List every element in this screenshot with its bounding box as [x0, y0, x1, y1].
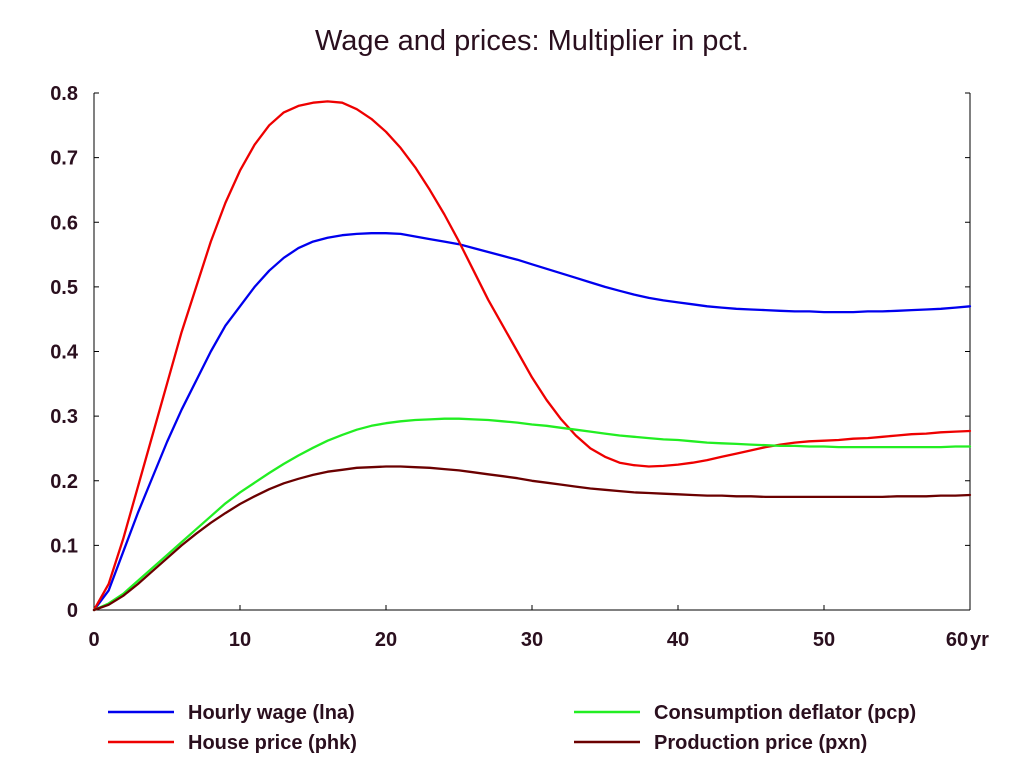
x-tick-label: 20 [375, 629, 397, 651]
x-tick-label: 50 [813, 629, 835, 651]
series-line-2 [92, 100, 972, 612]
series-line-3 [92, 417, 972, 612]
y-tick-label: 0.8 [50, 83, 78, 105]
legend-item: House price (phk) [108, 732, 357, 754]
legend-item: Consumption deflator (pcp) [574, 702, 916, 724]
x-tick-label: 0 [88, 629, 99, 651]
y-tick-label: 0.3 [50, 406, 78, 428]
legend: Hourly wage (lna) House price (phk) Consum… [108, 702, 916, 754]
y-tick-label: 0.1 [50, 535, 78, 557]
series-line-4 [92, 465, 972, 612]
y-tick-label: 0.7 [50, 148, 78, 170]
legend-label: Consumption deflator (pcp) [654, 702, 916, 724]
legend-label: House price (phk) [188, 732, 357, 754]
chart-title: Wage and prices: Multiplier in pct. [315, 25, 749, 57]
y-tick-label: 0.4 [50, 342, 79, 364]
y-tick-label: 0.6 [50, 212, 78, 234]
y-tick-label: 0.5 [50, 277, 78, 299]
legend-item: Hourly wage (lna) [108, 702, 355, 724]
legend-item: Production price (pxn) [574, 732, 867, 754]
x-tick-label: 10 [229, 629, 251, 651]
x-unit-label: yr [970, 629, 989, 651]
plot-area [92, 100, 972, 612]
axes: 0 0.1 0.2 0.3 0.4 0.5 0.6 0.7 0.8 0 10 20 30 40 50 60 yr [50, 83, 989, 651]
x-tick-label: 60 [946, 629, 968, 651]
y-tick-label: 0 [67, 600, 78, 622]
legend-label: Production price (pxn) [654, 732, 867, 754]
series-line-1 [92, 232, 972, 612]
x-tick-label: 40 [667, 629, 689, 651]
legend-label: Hourly wage (lna) [188, 702, 355, 724]
x-tick-label: 30 [521, 629, 543, 651]
y-tick-label: 0.2 [50, 471, 78, 493]
